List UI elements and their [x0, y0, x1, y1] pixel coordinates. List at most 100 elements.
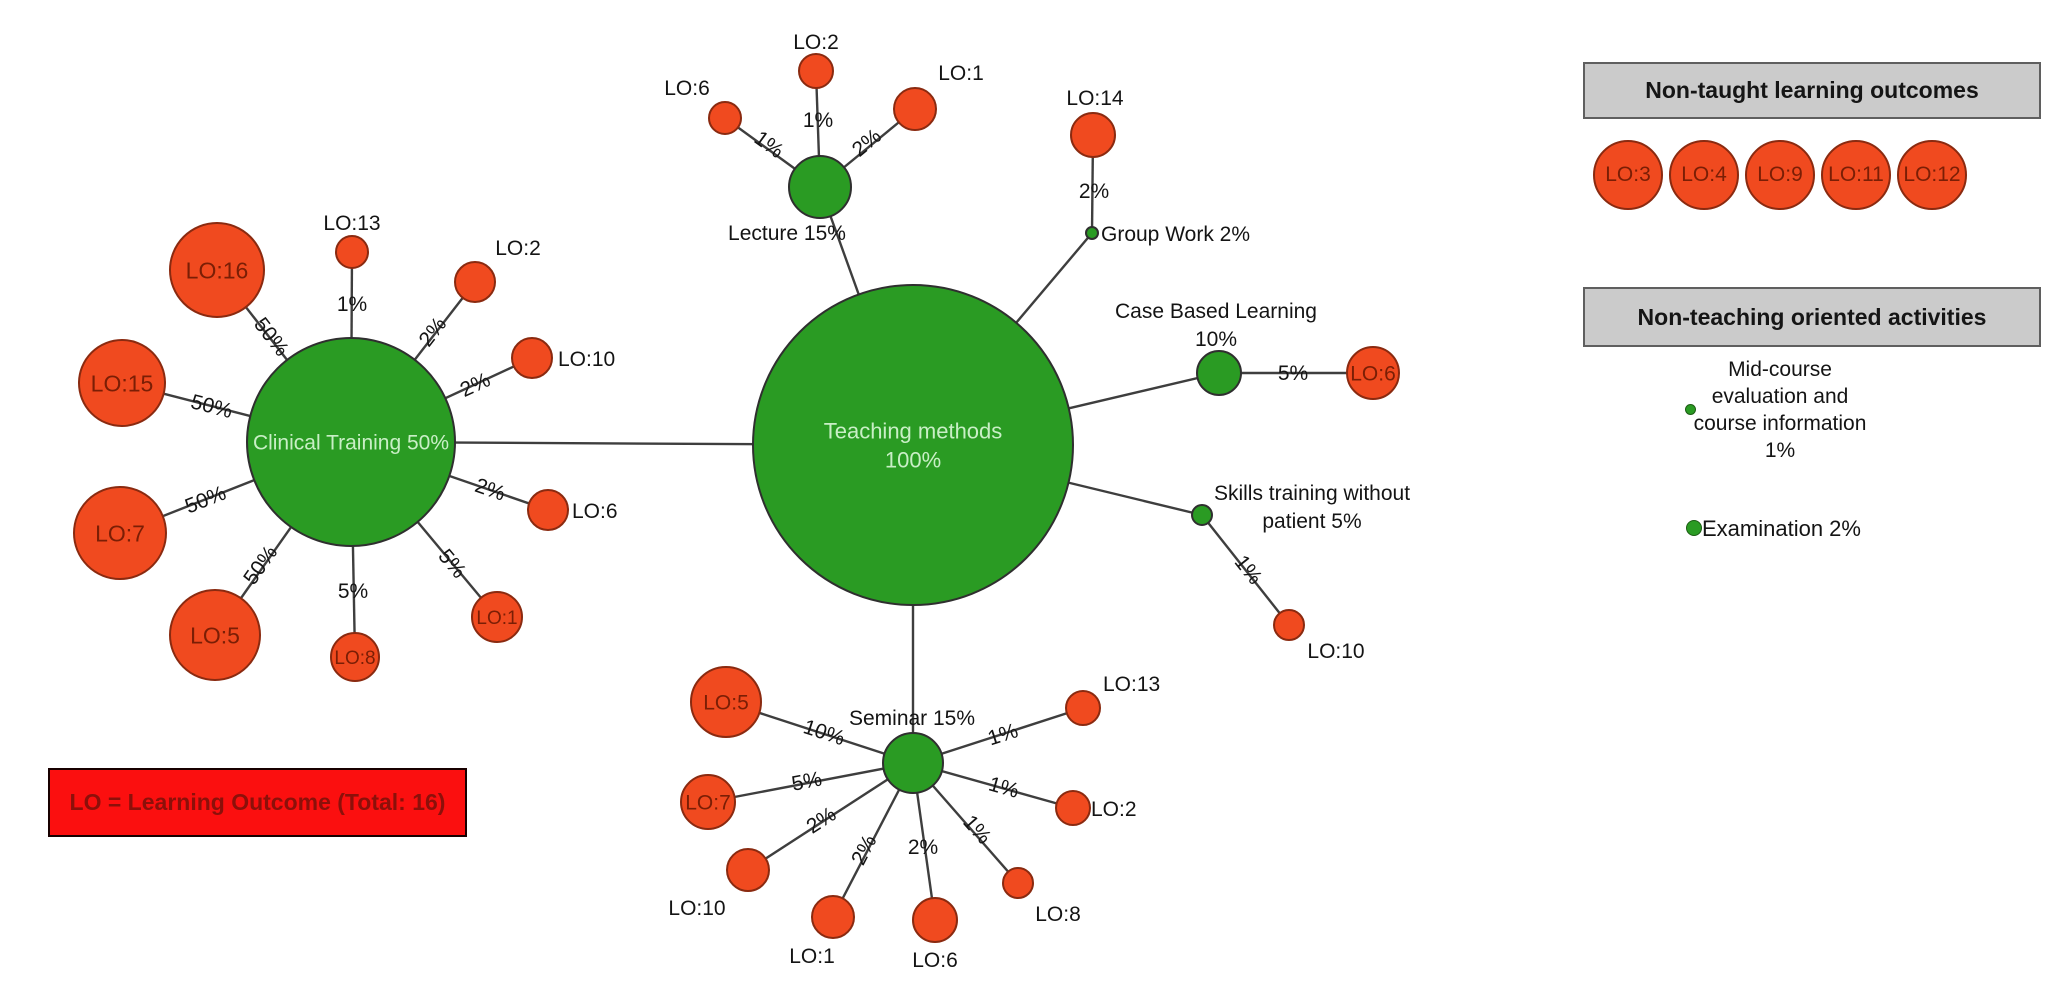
mid-course-label-line: Mid-course: [1728, 358, 1832, 381]
label-cbl: 10%: [1195, 328, 1237, 351]
node-se-lo13: [1065, 690, 1101, 726]
edge-label-seminar-se-lo1: 2%: [847, 831, 881, 869]
label-teaching: Teaching methods: [824, 418, 1003, 443]
label-cl-lo16: LO:16: [186, 257, 249, 283]
node-lec-lo2: [798, 53, 834, 89]
node-se-lo2: [1055, 790, 1091, 826]
label-seminar: Seminar 15%: [849, 707, 975, 730]
label-cl-lo10: LO:10: [558, 348, 615, 371]
label-lecture: Lecture 15%: [728, 222, 846, 245]
node-cl-lo7: [73, 486, 167, 580]
edge-label-clinical-cl-lo15: 50%: [188, 390, 234, 423]
label-cl-lo15: LO:15: [91, 370, 154, 396]
label-skills: Skills training without: [1214, 482, 1410, 505]
node-se-lo10: [726, 848, 770, 892]
label-cl-lo7: LO:7: [95, 520, 145, 546]
node-clinical: [246, 337, 456, 547]
label-cl-lo1: LO:1: [476, 608, 517, 629]
edge-label-clinical-cl-lo6: 2%: [472, 474, 508, 506]
node-cl-lo15: [78, 339, 166, 427]
node-sk-lo10: [1273, 609, 1305, 641]
edge-label-lecture-lec-lo2: 1%: [803, 109, 833, 132]
non-taught-circles: LO:3 LO:4 LO:9 LO:11 LO:12: [1593, 140, 1967, 210]
node-se-lo8: [1002, 867, 1034, 899]
label-clinical: Clinical Training 50%: [253, 432, 449, 455]
edge-seminar-se-lo10: [747, 761, 914, 872]
node-cl-lo10: [511, 337, 553, 379]
non-teaching-legend-title: Non-teaching oriented activities: [1583, 287, 2041, 347]
label-se-lo2: LO:2: [1091, 798, 1137, 821]
mid-course-dot: [1685, 404, 1696, 415]
label-cl-lo13: LO:13: [323, 212, 380, 235]
node-cl-lo8: [330, 632, 380, 682]
legend-outcome-circle: LO:3: [1593, 140, 1663, 210]
node-lec-lo1: [893, 87, 937, 131]
label-sk-lo10: LO:10: [1307, 640, 1364, 663]
mid-course-label-line: course information: [1693, 412, 1867, 435]
node-cl-lo13: [335, 235, 369, 269]
mid-course-label-line: 1%: [1764, 439, 1796, 462]
key-box: LO = Learning Outcome (Total: 16): [48, 768, 467, 837]
label-se-lo6: LO:6: [912, 949, 958, 972]
edge-label-seminar-se-lo10: 2%: [802, 803, 840, 839]
label-cbl-lo6: LO:6: [1350, 363, 1396, 386]
non-taught-legend-title: Non-taught learning outcomes: [1583, 62, 2041, 119]
label-se-lo8: LO:8: [1035, 903, 1081, 926]
legend-outcome-circle: LO:9: [1745, 140, 1815, 210]
legend-outcome-circle: LO:11: [1821, 140, 1891, 210]
label-cl-lo6: LO:6: [572, 500, 618, 523]
label-cl-lo2: LO:2: [495, 237, 541, 260]
edge-skills-sk-lo10: [1201, 514, 1290, 626]
node-gw-lo14: [1070, 112, 1116, 158]
node-cbl: [1196, 350, 1242, 396]
label-se-lo7: LO:7: [685, 792, 731, 815]
edge-label-seminar-se-lo7: 5%: [790, 767, 824, 795]
label-groupwork: Group Work 2%: [1101, 223, 1250, 246]
node-cbl-lo6: [1346, 346, 1400, 400]
edge-seminar-se-lo7: [707, 761, 914, 804]
node-se-lo1: [811, 895, 855, 939]
node-lec-lo6: [708, 101, 742, 135]
edge-label-clinical-cl-lo8: 5%: [338, 580, 368, 603]
edge-label-lecture-lec-lo1: 2%: [848, 124, 886, 161]
label-se-lo1: LO:1: [789, 945, 835, 968]
edge-label-seminar-se-lo8: 1%: [958, 811, 995, 849]
node-se-lo6: [912, 897, 958, 943]
label-cl-lo5: LO:5: [190, 622, 240, 648]
mid-course-label-line: evaluation and: [1711, 385, 1849, 408]
examination-label: Examination 2%: [1702, 516, 1861, 541]
edge-label-seminar-se-lo13: 1%: [985, 719, 1021, 750]
edge-label-clinical-cl-lo10: 2%: [457, 368, 494, 402]
edge-label-lecture-lec-lo6: 1%: [750, 127, 788, 163]
mid-course-label: Mid-course evaluation and course informati…: [1650, 356, 1910, 464]
edge-label-groupwork-gw-lo14: 2%: [1079, 180, 1109, 203]
label-se-lo5: LO:5: [703, 692, 749, 715]
node-groupwork: [1085, 226, 1099, 240]
label-gw-lo14: LO:14: [1066, 87, 1124, 110]
label-lec-lo6: LO:6: [664, 77, 710, 100]
label-lec-lo1: LO:1: [938, 62, 984, 85]
label-se-lo10: LO:10: [668, 897, 725, 920]
edge-label-seminar-se-lo6: 2%: [908, 836, 938, 859]
label-lec-lo2: LO:2: [793, 31, 839, 54]
node-se-lo7: [680, 774, 736, 830]
edge-label-clinical-cl-lo13: 1%: [337, 293, 367, 316]
node-cl-lo16: [169, 222, 265, 318]
label-cbl: Case Based Learning: [1115, 300, 1317, 323]
edge-label-clinical-cl-lo7: 50%: [182, 482, 230, 519]
node-lecture: [788, 155, 852, 219]
label-skills: patient 5%: [1262, 510, 1361, 533]
legend-outcome-circle: LO:4: [1669, 140, 1739, 210]
edge-label-seminar-se-lo2: 1%: [986, 773, 1021, 803]
label-teaching: 100%: [885, 447, 941, 472]
examination-dot: [1686, 520, 1702, 536]
node-seminar: [882, 732, 944, 794]
label-cl-lo8: LO:8: [334, 648, 375, 669]
node-teaching: [752, 284, 1074, 606]
legend-outcome-circle: LO:12: [1897, 140, 1967, 210]
node-cl-lo1: [471, 591, 523, 643]
node-skills: [1191, 504, 1213, 526]
node-cl-lo6: [527, 489, 569, 531]
